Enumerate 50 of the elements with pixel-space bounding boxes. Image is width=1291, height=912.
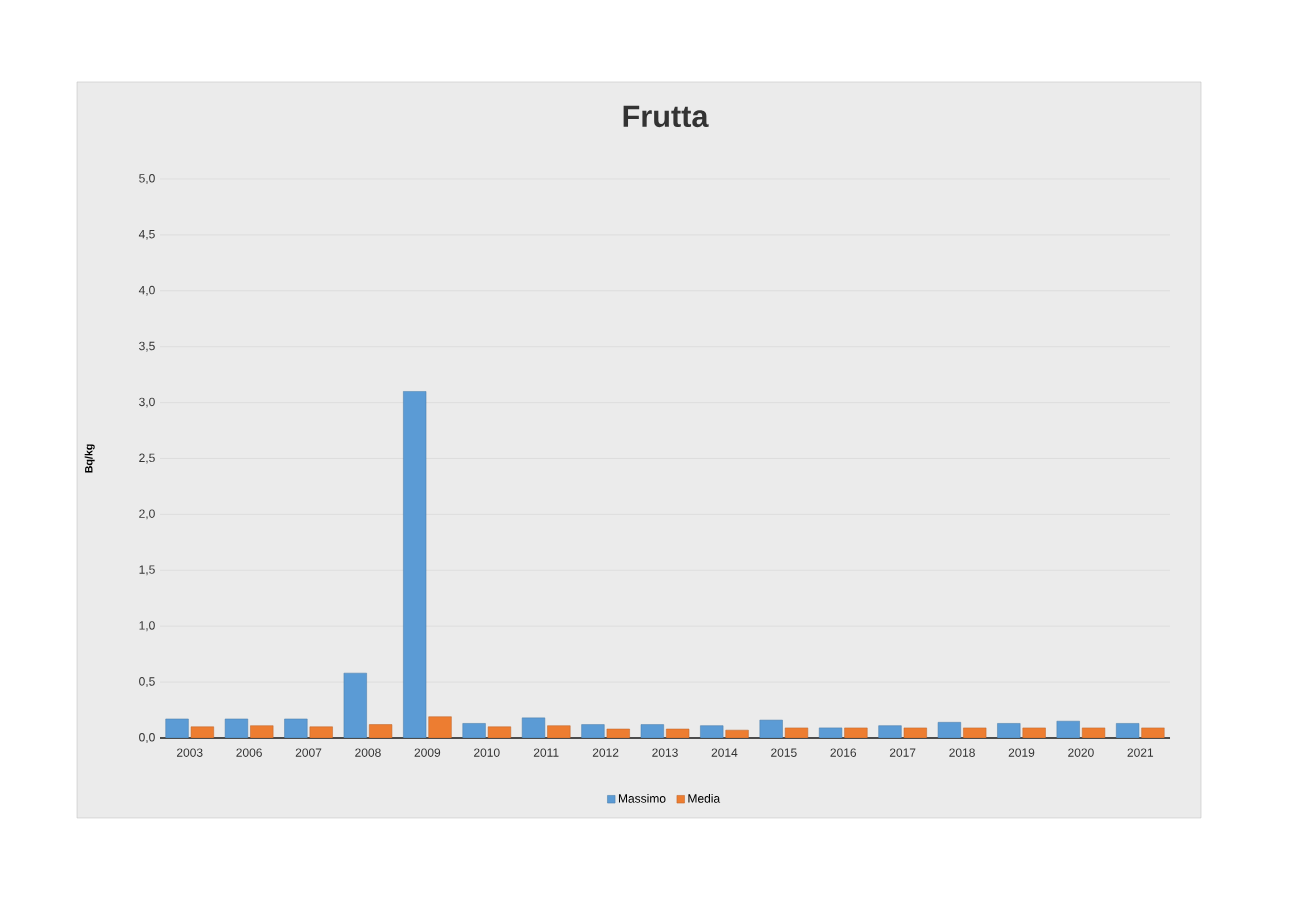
y-tick-label: 1,0 (139, 621, 155, 632)
x-tick-label: 2006 (236, 748, 262, 757)
bar (640, 724, 664, 738)
x-tick-label: 2016 (830, 748, 857, 757)
bar (1116, 723, 1140, 738)
bar (224, 718, 249, 738)
bar (818, 727, 843, 738)
chart-title: Frutta (623, 105, 709, 128)
x-tick-label: 2021 (1127, 748, 1154, 757)
y-tick-label: 5,0 (139, 174, 155, 184)
bar (521, 717, 546, 738)
bar (284, 718, 308, 738)
y-tick-label: 4,0 (138, 285, 155, 296)
x-tick-label: 2003 (176, 748, 203, 757)
bar (878, 725, 902, 738)
bar (462, 723, 486, 738)
x-tick-label: 2017 (889, 748, 916, 757)
x-tick-label: 2010 (474, 748, 500, 757)
y-tick-label: 1,5 (139, 565, 155, 576)
x-tick-label: 2011 (533, 748, 559, 757)
bar (165, 718, 189, 738)
legend-label: Massimo (618, 793, 666, 803)
x-tick-label: 2007 (295, 748, 322, 757)
x-tick-label: 2014 (711, 748, 738, 757)
y-tick-label: 2,5 (139, 453, 155, 464)
bar (428, 716, 452, 738)
x-tick-label: 2013 (652, 748, 678, 757)
bar (759, 719, 783, 738)
x-tick-label: 2008 (355, 748, 381, 757)
x-tick-label: 2018 (949, 748, 975, 757)
legend-label: Media (688, 793, 721, 803)
x-tick-label: 2009 (414, 748, 441, 757)
x-tick-label: 2020 (1068, 748, 1094, 757)
bar (403, 391, 427, 738)
bar (1056, 720, 1080, 738)
bar (937, 722, 961, 738)
y-tick-label: 2,0 (139, 509, 155, 520)
y-tick-label: 3,5 (139, 341, 155, 352)
y-tick-label: 4,5 (138, 229, 155, 240)
y-tick-label: 3,0 (139, 397, 155, 408)
x-tick-label: 2012 (592, 748, 619, 757)
x-tick-label: 2019 (1008, 748, 1035, 757)
bar (343, 672, 367, 738)
x-tick-label: 2015 (771, 748, 797, 757)
y-tick-label: 0,5 (139, 677, 155, 688)
y-tick-label: 0,0 (139, 733, 155, 743)
y-axis-title: Bq/kg (84, 444, 95, 473)
bar (700, 725, 724, 738)
bar (581, 724, 605, 738)
bar (997, 723, 1021, 738)
